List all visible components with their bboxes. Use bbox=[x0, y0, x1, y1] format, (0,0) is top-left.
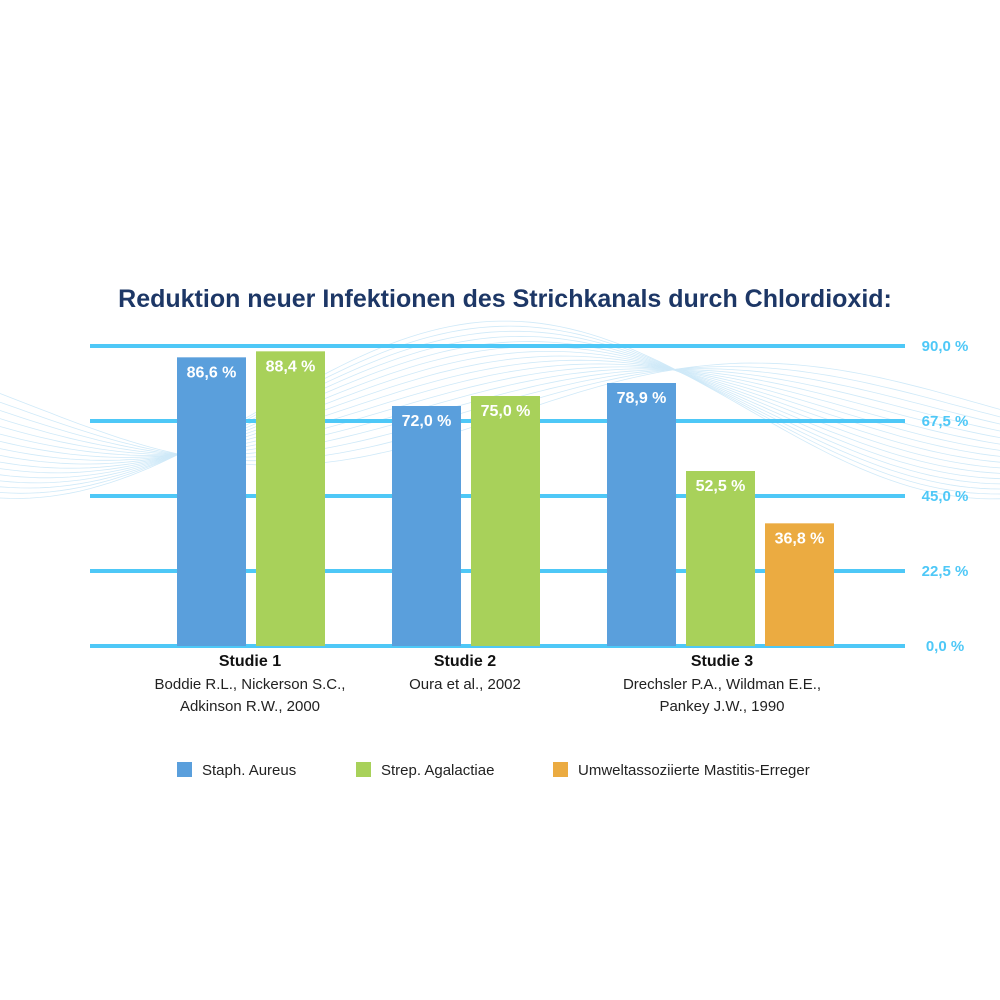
legend-label: Umweltassoziierte Mastitis-Erreger bbox=[578, 762, 810, 779]
bar bbox=[607, 383, 676, 646]
wave-line bbox=[0, 341, 1000, 480]
bar bbox=[686, 471, 755, 646]
bar-value-label: 75,0 % bbox=[481, 403, 531, 420]
bar-value-label: 36,8 % bbox=[775, 530, 825, 547]
wave-line bbox=[0, 335, 1000, 485]
category-label: Studie 1 bbox=[219, 653, 281, 670]
y-tick-label: 45,0 % bbox=[922, 488, 969, 505]
y-tick-label: 90,0 % bbox=[922, 338, 969, 355]
wave-line bbox=[0, 366, 1000, 456]
legend-swatch bbox=[177, 762, 192, 777]
wave-line bbox=[0, 369, 1000, 456]
bar bbox=[765, 523, 834, 646]
wave-line bbox=[0, 368, 1000, 456]
bar bbox=[392, 406, 461, 646]
wave-line bbox=[0, 346, 1000, 474]
y-tick-label: 0,0 % bbox=[926, 638, 964, 655]
category-reference: Pankey J.W., 1990 bbox=[659, 698, 784, 715]
background-wave-decoration bbox=[0, 320, 1000, 500]
legend-swatch bbox=[356, 762, 371, 777]
wave-line bbox=[0, 363, 1000, 458]
bar bbox=[256, 351, 325, 646]
category-label: Studie 3 bbox=[691, 653, 753, 670]
y-tick-label: 22,5 % bbox=[922, 563, 969, 580]
wave-line bbox=[0, 325, 1000, 495]
bar bbox=[177, 357, 246, 646]
bar bbox=[471, 396, 540, 646]
legend-swatch bbox=[553, 762, 568, 777]
bar-value-label: 86,6 % bbox=[187, 364, 237, 381]
category-label: Studie 2 bbox=[434, 653, 496, 670]
legend-label: Strep. Agalactiae bbox=[381, 762, 494, 779]
bar-value-label: 52,5 % bbox=[696, 478, 746, 495]
category-reference: Boddie R.L., Nickerson S.C., bbox=[155, 676, 346, 693]
category-reference: Oura et al., 2002 bbox=[409, 676, 521, 693]
bar-value-label: 78,9 % bbox=[617, 390, 667, 407]
category-reference: Adkinson R.W., 2000 bbox=[180, 698, 320, 715]
chart-title: Reduktion neuer Infektionen des Strichka… bbox=[118, 285, 892, 313]
category-reference: Drechsler P.A., Wildman E.E., bbox=[623, 676, 821, 693]
bar-value-label: 88,4 % bbox=[266, 358, 316, 375]
y-tick-label: 67,5 % bbox=[922, 413, 969, 430]
legend-label: Staph. Aureus bbox=[202, 762, 296, 779]
wave-line bbox=[0, 330, 1000, 490]
wave-line bbox=[0, 320, 1000, 500]
bar-value-label: 72,0 % bbox=[402, 413, 452, 430]
